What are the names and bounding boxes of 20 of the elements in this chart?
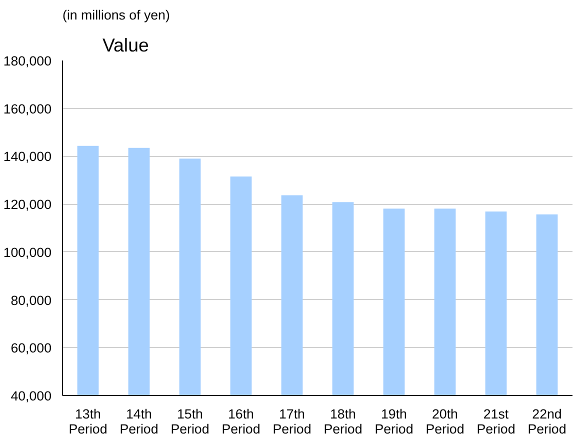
- y-tick-label: 140,000: [3, 149, 52, 164]
- y-tick-label: 120,000: [3, 197, 52, 212]
- x-tick-label: 20th Period: [426, 406, 464, 436]
- chart-title: Value: [102, 34, 149, 56]
- y-tick-label: 160,000: [3, 101, 52, 116]
- x-tick-label: 14th Period: [120, 406, 158, 436]
- y-tick-label: 100,000: [3, 244, 52, 260]
- x-tick-label: 22nd Period: [528, 406, 566, 436]
- x-tick-label: 15th Period: [170, 406, 210, 436]
- x-tick-label: 16th Period: [222, 406, 260, 436]
- y-tick-label: 40,000: [10, 388, 52, 404]
- x-tick-label: 17th Period: [272, 406, 312, 436]
- y-tick-label: 60,000: [10, 340, 52, 356]
- x-tick-label: 21st Period: [476, 406, 516, 436]
- y-tick-label: 80,000: [10, 292, 52, 308]
- x-tick-label: 18th Period: [324, 406, 362, 436]
- x-tick-label: 19th Period: [374, 406, 414, 436]
- y-tick-label: 180,000: [3, 54, 52, 68]
- y-axis-title: (in millions of yen): [62, 8, 170, 22]
- x-tick-label: 13th Period: [68, 406, 108, 436]
